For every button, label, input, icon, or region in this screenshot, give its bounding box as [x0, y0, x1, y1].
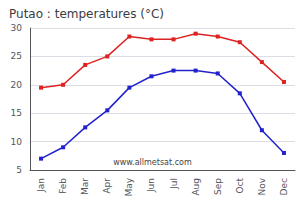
svg-text:Feb: Feb [58, 178, 68, 194]
svg-text:Putao : temperatures (°C): Putao : temperatures (°C) [9, 7, 164, 21]
svg-text:25: 25 [11, 51, 22, 61]
svg-text:Dec: Dec [279, 178, 289, 195]
svg-text:Nov: Nov [257, 177, 267, 195]
svg-text:Sep: Sep [213, 178, 223, 195]
svg-text:www.allmetsat.com: www.allmetsat.com [113, 158, 192, 167]
svg-text:15: 15 [11, 108, 22, 118]
svg-text:30: 30 [11, 23, 23, 33]
svg-text:Apr: Apr [102, 178, 112, 194]
svg-text:Jun: Jun [146, 178, 156, 193]
svg-text:Oct: Oct [235, 178, 245, 194]
svg-text:May: May [124, 177, 134, 196]
svg-text:Aug: Aug [191, 178, 201, 196]
svg-text:20: 20 [11, 80, 23, 90]
svg-text:Jul: Jul [169, 178, 179, 190]
svg-text:Mar: Mar [80, 178, 90, 195]
svg-text:Jan: Jan [36, 178, 46, 193]
svg-text:10: 10 [11, 137, 23, 147]
svg-text:5: 5 [16, 165, 22, 175]
